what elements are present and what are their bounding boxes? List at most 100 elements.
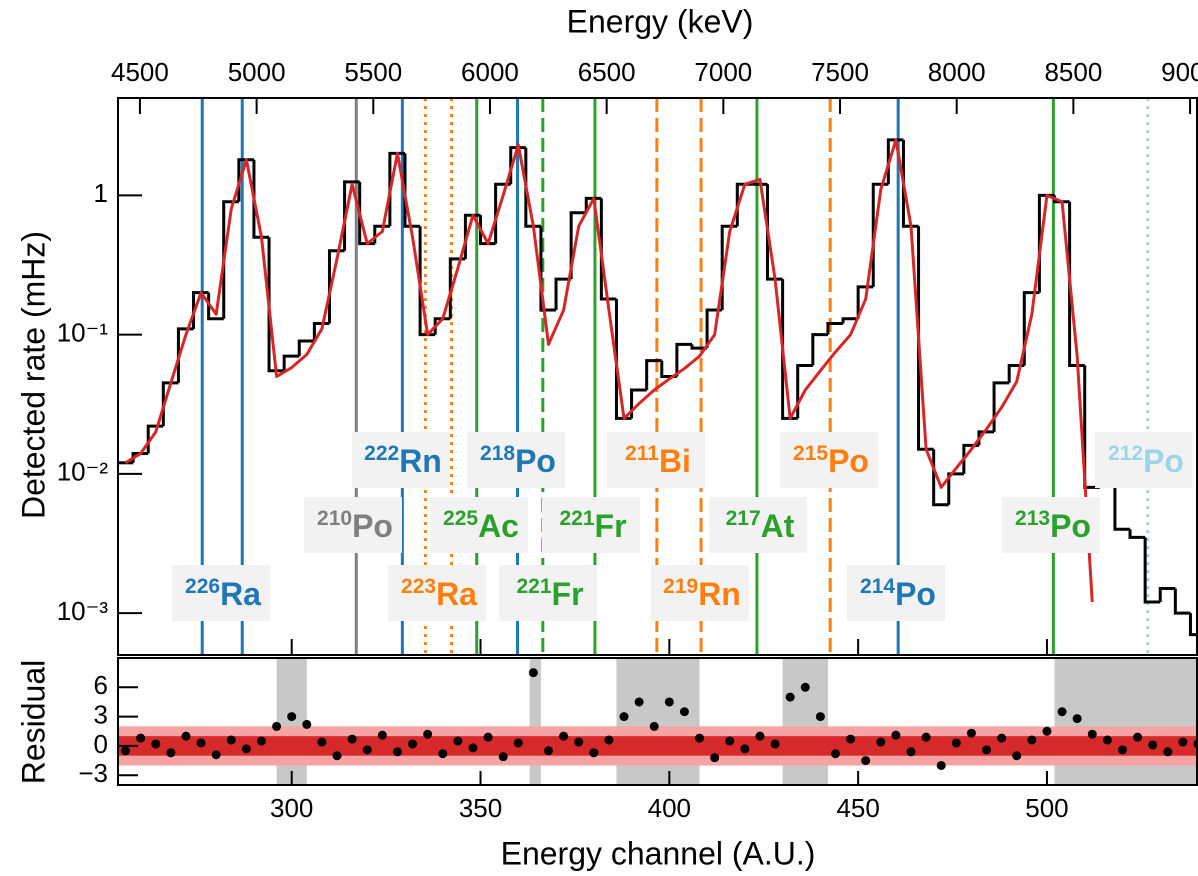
residual-y-tick-label: 3 [94, 699, 108, 729]
residual-point [664, 697, 674, 707]
histogram-bin [282, 354, 300, 371]
isotope-label: 214Po [860, 575, 936, 613]
residual-point [770, 739, 780, 749]
histogram-bin [841, 317, 859, 324]
label-box [499, 565, 597, 621]
label-box [847, 565, 945, 621]
residual-point [679, 707, 689, 717]
main-frame [117, 97, 1198, 656]
residual-y-tick-label: −3 [78, 758, 108, 788]
isotope-mass: 219 [663, 575, 698, 598]
isotope-label: 211Bi [625, 442, 691, 480]
histogram-bin [569, 211, 587, 280]
residual-point [966, 728, 976, 738]
histogram-bin [947, 472, 964, 505]
isotope-mass: 214 [860, 575, 895, 598]
residual-point [408, 739, 418, 749]
residual-point [634, 697, 644, 707]
residual-point [1057, 707, 1067, 717]
residual-point [830, 749, 840, 759]
residual-point [876, 737, 886, 747]
residual-point [513, 738, 523, 748]
residual-point [861, 756, 871, 766]
histogram-bin [1068, 201, 1085, 367]
isotope-element: Po [352, 508, 393, 544]
residual-point [166, 748, 176, 758]
histogram-bin [645, 359, 662, 390]
residual-point [921, 732, 931, 742]
isotope-element: Po [895, 576, 936, 612]
residual-point [740, 744, 750, 754]
histogram-bin [388, 151, 405, 227]
isotope-element: Bi [659, 443, 691, 479]
isotope-label: 221Fr [516, 575, 583, 613]
label-box [651, 565, 749, 621]
residual-point [1042, 726, 1052, 736]
histogram-bin [252, 159, 270, 239]
y-tick-label: 10⁻² [57, 457, 109, 487]
x2-tick-label: 7500 [811, 57, 869, 87]
isotope-element: At [761, 508, 795, 544]
histogram-bin [796, 363, 813, 419]
histogram-bin [554, 277, 572, 311]
residual-point [256, 736, 266, 746]
x-tick-label: 450 [836, 793, 879, 823]
y-tick-label: 1 [94, 178, 108, 208]
residual-point [211, 750, 221, 760]
label-box [388, 565, 486, 621]
residual-frame [117, 657, 1198, 786]
histogram-bin [614, 299, 632, 420]
residual-point [468, 743, 478, 753]
residual-axis-title: Residual [15, 660, 51, 785]
isotope-mass: 210 [317, 507, 352, 530]
residual-point [1117, 745, 1127, 755]
isotope-mass: 226 [185, 575, 220, 598]
x2-tick-label: 9000 [1161, 57, 1198, 87]
residual-point [377, 730, 387, 740]
isotope-element: Rn [399, 443, 442, 479]
residual-point [1102, 735, 1112, 745]
histogram-bin [1128, 529, 1146, 539]
isotope-element: Fr [552, 576, 584, 612]
label-box [430, 497, 528, 553]
isotope-mass: 218 [480, 442, 515, 465]
residual-point [997, 733, 1007, 743]
residual-point [181, 731, 191, 741]
residual-point [982, 745, 992, 755]
residual-point [302, 719, 312, 729]
residual-point [196, 738, 206, 748]
isotope-mass: 212 [1108, 442, 1143, 465]
histogram-bin [675, 342, 692, 377]
residual-point [1027, 735, 1037, 745]
residual-point [498, 752, 508, 762]
residual-point [785, 692, 795, 702]
x2-tick-label: 6500 [578, 57, 636, 87]
residual-point [559, 731, 569, 741]
isotope-element: Fr [595, 508, 627, 544]
x2-tick-label: 6000 [461, 57, 519, 87]
histogram-bin [539, 226, 557, 312]
isotope-mass: 215 [793, 442, 828, 465]
x2-tick-label: 8000 [928, 57, 986, 87]
isotope-label: 210Po [317, 507, 393, 545]
x-tick-label: 350 [459, 793, 502, 823]
histogram-bin [297, 339, 315, 357]
histogram-bin [599, 198, 617, 301]
residual-point [332, 751, 342, 761]
residual-point [1012, 751, 1022, 761]
isotope-label: 221Fr [559, 507, 626, 545]
isotope-label: 223Ra [401, 575, 477, 613]
residual-point [619, 712, 629, 722]
isotope-mass: 223 [401, 575, 436, 598]
x2-tick-label: 8500 [1044, 57, 1102, 87]
isotope-label: 217At [726, 507, 795, 545]
residual-point [543, 746, 553, 756]
residual-point [891, 730, 901, 740]
histogram-bin [1173, 588, 1191, 615]
histogram-bin [901, 139, 919, 228]
residual-point [392, 747, 402, 757]
residual-y-tick-label: 6 [94, 670, 108, 700]
histogram-bin [1188, 613, 1198, 637]
residual-point [951, 738, 961, 748]
